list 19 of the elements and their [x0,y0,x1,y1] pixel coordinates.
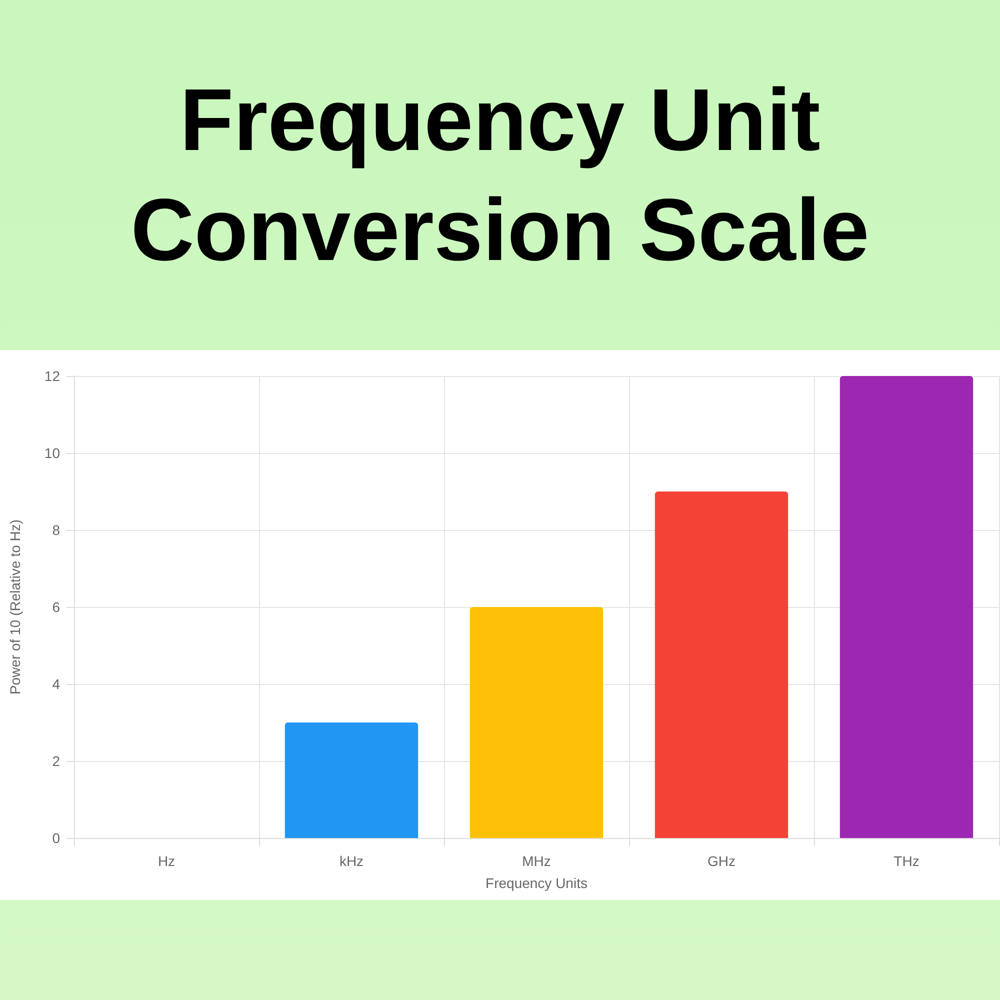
y-tick-label: 8 [52,522,60,538]
x-tick-label: THz [894,853,920,869]
y-tick-label: 6 [52,599,60,615]
x-axis-title: Frequency Units [486,875,588,891]
x-tick-label: GHz [708,853,736,869]
y-tick-label: 2 [52,753,60,769]
x-tick-label: kHz [339,853,364,869]
y-tick-label: 4 [52,676,60,692]
x-tick-label: Hz [158,853,176,869]
bar [470,607,604,838]
bar [840,376,974,838]
y-tick-label: 10 [44,445,60,461]
y-tick-label: 12 [44,368,60,384]
x-tick-label: MHz [522,853,551,869]
bar [654,492,788,838]
y-tick-label: 0 [52,830,60,846]
y-axis-title: Power of 10 (Relative to Hz) [7,519,23,695]
bar [284,722,418,838]
chart-title: Frequency Unit Conversion Scale [130,69,870,281]
